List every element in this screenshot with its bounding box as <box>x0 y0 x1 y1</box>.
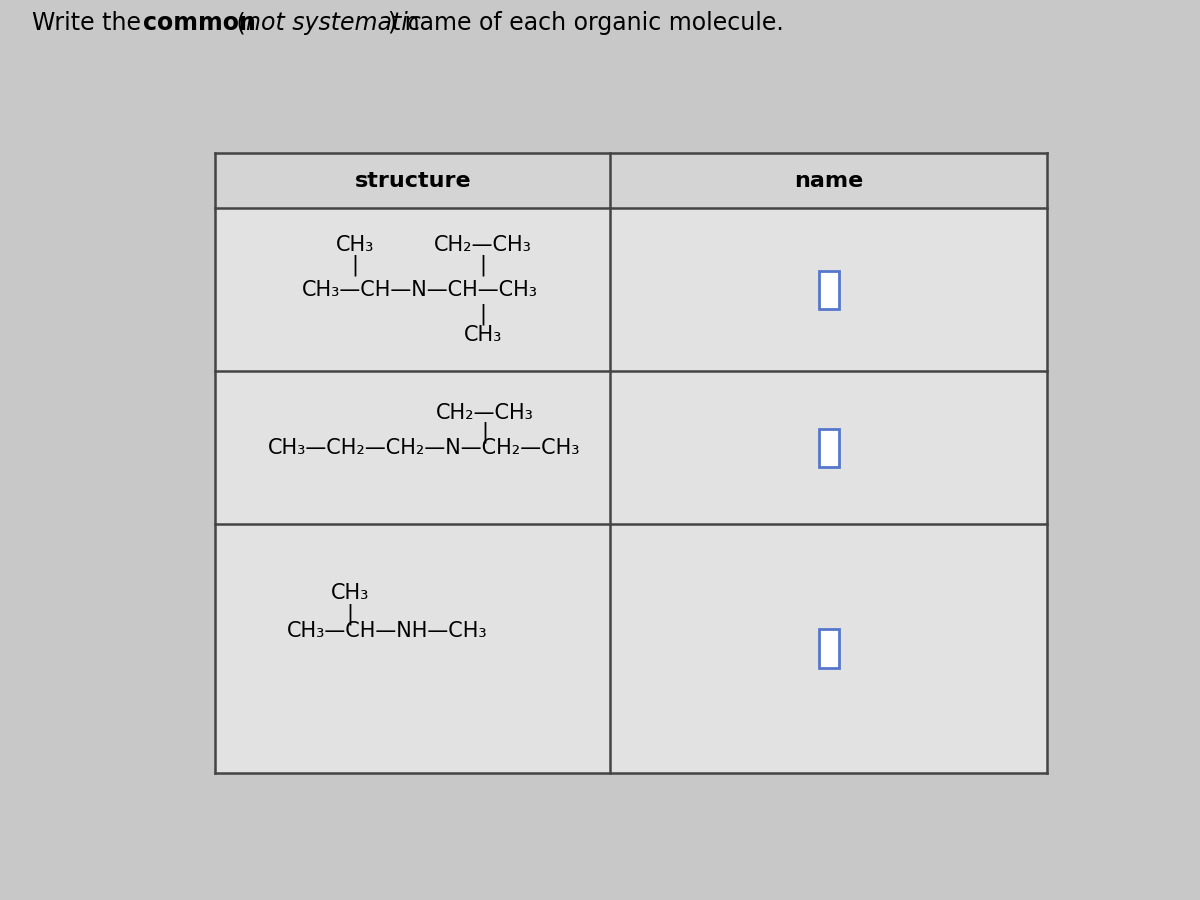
Text: CH₃: CH₃ <box>463 325 502 345</box>
Text: common: common <box>143 12 256 35</box>
Text: CH₃—CH—N—CH—CH₃: CH₃—CH—N—CH—CH₃ <box>301 280 538 300</box>
Text: ) name of each organic molecule.: ) name of each organic molecule. <box>388 12 784 35</box>
Text: structure: structure <box>354 171 472 191</box>
Text: not systematic: not systematic <box>246 12 421 35</box>
Text: CH₃: CH₃ <box>336 235 373 255</box>
Bar <box>215 153 1048 209</box>
Text: |: | <box>481 421 488 443</box>
Text: name: name <box>794 171 864 191</box>
Text: CH₃—CH—NH—CH₃: CH₃—CH—NH—CH₃ <box>287 621 487 641</box>
Text: |: | <box>352 255 358 276</box>
Bar <box>818 428 839 466</box>
Bar <box>215 153 1048 773</box>
Text: CH₂—CH₃: CH₂—CH₃ <box>436 403 534 423</box>
Text: Write the: Write the <box>32 12 149 35</box>
Bar <box>818 629 839 668</box>
Text: (: ( <box>229 12 246 35</box>
Text: CH₃: CH₃ <box>331 583 370 603</box>
Text: |: | <box>347 603 354 625</box>
Text: CH₃—CH₂—CH₂—N—CH₂—CH₃: CH₃—CH₂—CH₂—N—CH₂—CH₃ <box>268 437 581 457</box>
Text: |: | <box>480 255 486 276</box>
Bar <box>818 271 839 309</box>
Text: CH₂—CH₃: CH₂—CH₃ <box>434 235 532 255</box>
Text: |: | <box>480 303 486 325</box>
